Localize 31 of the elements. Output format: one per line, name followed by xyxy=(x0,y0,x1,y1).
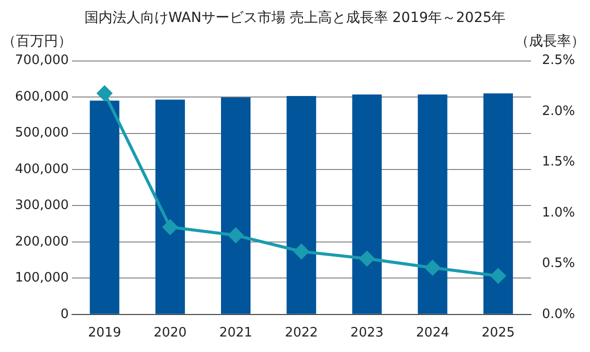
y2-tick-label: 2.0% xyxy=(542,104,576,119)
point xyxy=(162,220,178,235)
y-tick-label: 700,000 xyxy=(14,53,69,68)
x-tick-label: 2020 xyxy=(154,326,187,341)
y2-tick-label: 0.5% xyxy=(542,256,576,272)
y2-tick-label: 1.0% xyxy=(542,205,576,220)
y2-axis-title: （成長率） xyxy=(515,33,585,50)
point xyxy=(294,244,309,260)
point xyxy=(97,86,112,101)
x-tick-label: 2019 xyxy=(88,326,122,341)
x-tick-label: 2022 xyxy=(284,326,318,341)
y-tick-label: 0 xyxy=(60,306,69,322)
y2-tick-label: 0.0% xyxy=(542,306,576,322)
x-tick-label: 2025 xyxy=(482,326,515,341)
y2-tick-label: 2.5% xyxy=(542,53,576,68)
x-tick-label: 2021 xyxy=(219,326,252,341)
y-tick-label: 300,000 xyxy=(14,198,69,214)
y-tick-label: 200,000 xyxy=(14,234,69,250)
y-tick-label: 100,000 xyxy=(14,270,69,286)
y-tick-label: 400,000 xyxy=(14,162,69,177)
point xyxy=(359,251,374,266)
point xyxy=(425,260,440,276)
x-tick-label: 2023 xyxy=(350,326,384,341)
y-tick-label: 500,000 xyxy=(14,126,69,141)
y2-tick-label: 1.5% xyxy=(542,154,576,170)
chart-title: 国内法人向けWANサービス市場 売上高と成長率 2019年～2025年 xyxy=(84,10,506,26)
x-tick-label: 2024 xyxy=(416,326,450,341)
point xyxy=(490,268,506,284)
y-tick-label: 600,000 xyxy=(14,89,69,104)
y-axis-title: （百万円） xyxy=(2,33,72,50)
point xyxy=(228,228,244,243)
